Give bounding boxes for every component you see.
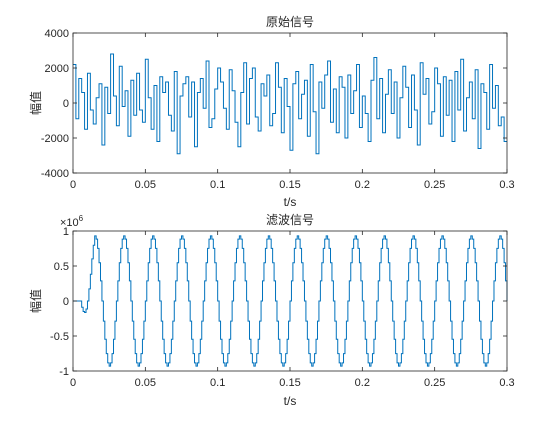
- x-tick-label: 0.1: [210, 377, 225, 389]
- x-tick-label: 0: [70, 179, 76, 191]
- x-tick-label: 0.15: [279, 377, 300, 389]
- original-signal-series-line: [73, 53, 507, 155]
- x-tick-label: 0.25: [424, 377, 445, 389]
- x-tick-label: 0.3: [499, 179, 514, 191]
- x-tick-label: 0.3: [499, 377, 514, 389]
- filtered-signal-xlabel: t/s: [284, 394, 297, 408]
- y-tick-label: 0: [63, 296, 69, 308]
- x-tick-label: 0.05: [135, 377, 156, 389]
- filtered-signal-line-layer: [73, 235, 508, 367]
- x-tick-label: 0.25: [424, 179, 445, 191]
- original-signal-line-layer: [73, 53, 507, 155]
- y-tick-label: -0.5: [50, 331, 69, 343]
- y-tick-label: -1: [59, 366, 69, 378]
- x-tick-label: 0: [70, 377, 76, 389]
- original-signal-ylabel: 幅值: [28, 91, 43, 115]
- original-signal-plot-area: [73, 33, 507, 173]
- original-signal-title: 原始信号: [266, 15, 314, 29]
- x-tick-label: 0.05: [135, 179, 156, 191]
- y-tick-label: -4000: [41, 168, 69, 180]
- filtered-signal-series-line: [73, 235, 508, 367]
- x-tick-label: 0.1: [210, 179, 225, 191]
- y-tick-label: 4000: [45, 28, 69, 40]
- x-tick-label: 0.2: [355, 377, 370, 389]
- x-tick-label: 0.15: [279, 179, 300, 191]
- x-tick-label: 0.2: [355, 179, 370, 191]
- original-signal-axes: 原始信号 0 0.05 0.1 0.15 0.2 0.25 0.3 -4000 -2000 0 20…: [28, 15, 515, 209]
- filtered-signal-axes: 滤波信号 ×106 0 0.05 0.1 0.15 0.2 0.25 0.3 -1 -0.5 0 0…: [28, 213, 515, 408]
- filtered-signal-axes-box: [72, 230, 508, 372]
- filtered-signal-title: 滤波信号: [266, 213, 314, 227]
- y-tick-label: 2000: [45, 63, 69, 75]
- original-signal-xlabel: t/s: [284, 195, 297, 209]
- y-tick-label: 1: [63, 226, 69, 238]
- filtered-signal-y-exponent: ×106: [60, 214, 84, 229]
- y-tick-label: 0.5: [54, 261, 69, 273]
- filtered-signal-ylabel: 幅值: [28, 289, 43, 313]
- y-tick-label: 0: [63, 98, 69, 110]
- y-tick-label: -2000: [41, 133, 69, 145]
- original-signal-axes-box: [72, 32, 508, 174]
